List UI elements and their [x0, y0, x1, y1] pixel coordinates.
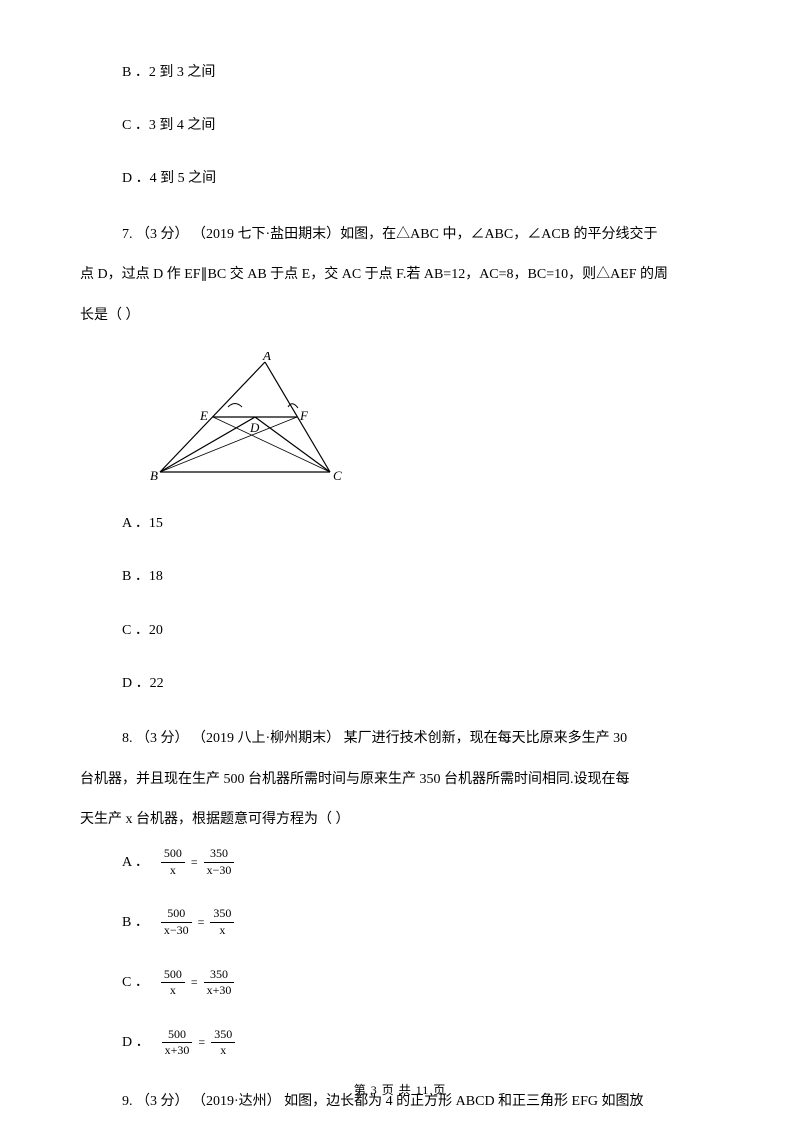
q8-option-c: C ． 500x = 350x+30 [122, 967, 720, 999]
q8-d-label: D ． [122, 1030, 150, 1055]
svg-text:B: B [150, 468, 158, 482]
svg-text:D: D [249, 420, 260, 435]
q6-option-c: C ．3 到 4 之间 [122, 113, 720, 138]
q7-text-line3: 长是（ ） [80, 301, 720, 332]
q7-option-d: D ．22 [122, 671, 720, 696]
q7-option-b: B ．18 [122, 564, 720, 589]
q6-option-d: D ．4 到 5 之间 [122, 166, 720, 191]
q7-text-line2: 点 D，过点 D 作 EF∥BC 交 AB 于点 E，交 AC 于点 F.若 A… [80, 260, 720, 291]
q7-option-c: C ．20 [122, 618, 720, 643]
svg-text:F: F [299, 408, 309, 423]
q8-option-a: A ． 500x = 350x−30 [122, 846, 720, 878]
q8-text-line2: 台机器，并且现在生产 500 台机器所需时间与原来生产 350 台机器所需时间相… [80, 765, 720, 796]
q6-option-b: B ．2 到 3 之间 [122, 60, 720, 85]
q7-option-a: A ．15 [122, 511, 720, 536]
triangle-diagram-icon: A B C D E F [140, 352, 350, 482]
svg-text:A: A [262, 352, 271, 363]
q8-text-line3: 天生产 x 台机器，根据题意可得方程为（ ） [80, 805, 720, 836]
svg-text:E: E [199, 408, 208, 423]
q8-text-line1: 8. （3 分） （2019 八上·柳州期末） 某厂进行技术创新，现在每天比原来… [80, 724, 720, 755]
page-footer: 第 3 页 共 11 页 [0, 1080, 800, 1102]
q8-option-b: B ． 500x−30 = 350x [122, 906, 720, 938]
q8-a-label: A ． [122, 850, 149, 875]
q7-text-line1: 7. （3 分） （2019 七下·盐田期末）如图，在△ABC 中，∠ABC，∠… [80, 220, 720, 251]
q7-figure: A B C D E F [140, 352, 720, 491]
svg-text:C: C [333, 468, 342, 482]
q8-c-label: C ． [122, 970, 149, 995]
q8-b-label: B ． [122, 910, 149, 935]
q8-option-d: D ． 500x+30 = 350x [122, 1027, 720, 1059]
